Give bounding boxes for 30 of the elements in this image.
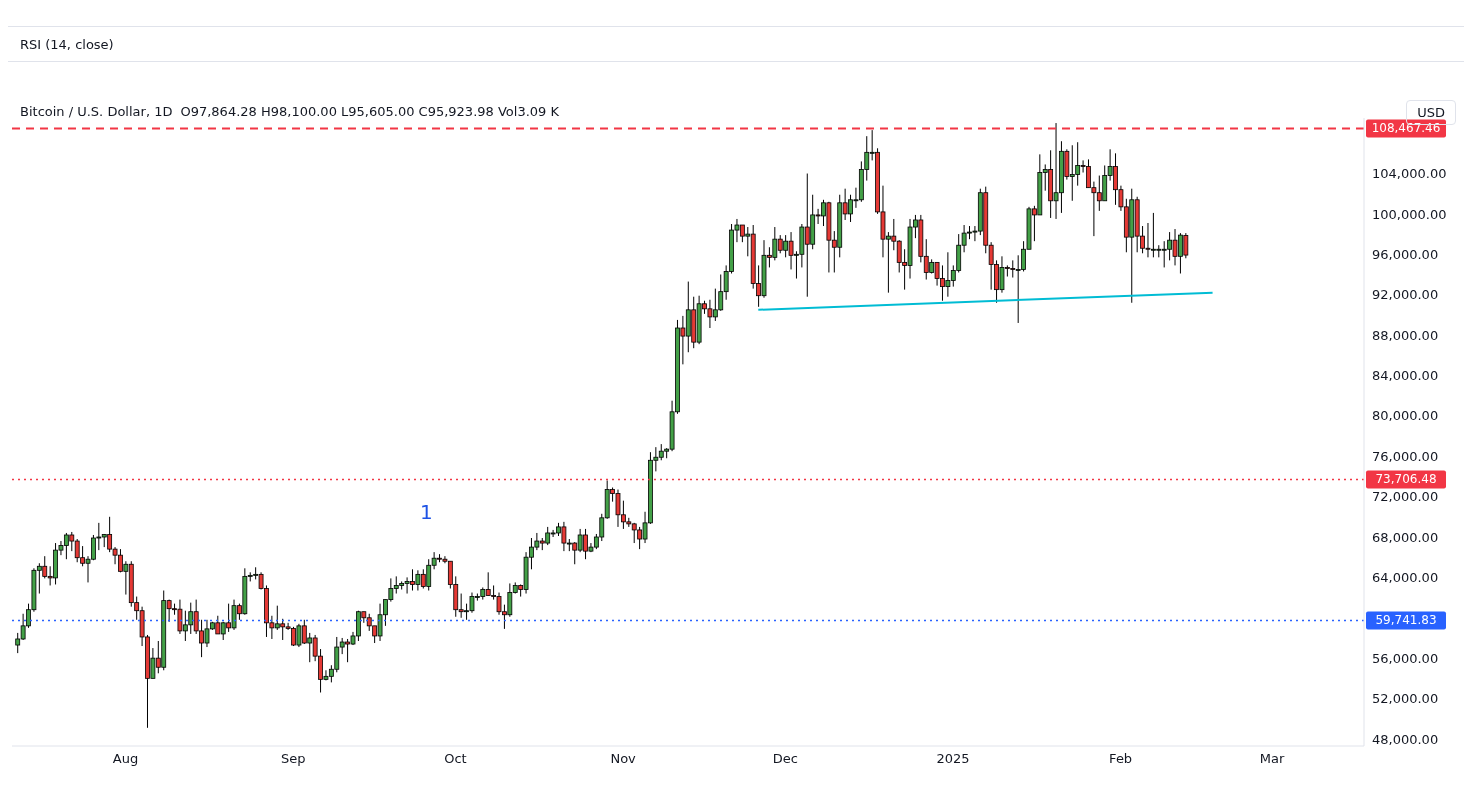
x-tick-label: Oct bbox=[444, 751, 467, 767]
y-tick-label: 52,000.00 bbox=[1372, 691, 1439, 707]
y-tick-label: 80,000.00 bbox=[1372, 408, 1439, 424]
x-tick-label: 2025 bbox=[936, 751, 970, 767]
y-tick-label: 56,000.00 bbox=[1372, 650, 1439, 666]
x-tick-label: Nov bbox=[610, 751, 637, 767]
y-tick-label: 100,000.00 bbox=[1372, 206, 1447, 222]
y-tick-label: 96,000.00 bbox=[1372, 246, 1439, 262]
annotation: O97,864.28 H98,100.00 L95,605.00 C95,923.98 Vol3.09 K bbox=[180, 104, 559, 119]
x-tick-label: Feb bbox=[1109, 751, 1133, 767]
annotation: 1 bbox=[420, 500, 433, 524]
ref-line-label: 108,467.46 bbox=[1371, 121, 1441, 136]
ref-line-label: 59,741.83 bbox=[1375, 613, 1437, 628]
y-tick-label: 88,000.00 bbox=[1372, 327, 1439, 343]
y-tick-label: 68,000.00 bbox=[1372, 529, 1439, 545]
y-tick-label: 84,000.00 bbox=[1372, 368, 1439, 384]
y-tick-label: 72,000.00 bbox=[1372, 489, 1439, 505]
y-tick-label: 64,000.00 bbox=[1372, 570, 1439, 585]
x-tick-label: Sep bbox=[280, 751, 306, 767]
x-tick-label: Aug bbox=[112, 751, 139, 767]
chart-title: Bitcoin / U.S. Dollar, 1D bbox=[20, 104, 173, 119]
y-tick-label: 104,000.00 bbox=[1372, 166, 1447, 182]
ref-line-label: 73,706.48 bbox=[1375, 472, 1437, 487]
text: RSI (14, close) bbox=[8, 26, 1464, 62]
y-tick-label: 92,000.00 bbox=[1372, 287, 1439, 303]
y-tick-label: 48,000.00 bbox=[1372, 731, 1439, 747]
x-tick-label: Dec bbox=[772, 751, 798, 767]
text: USD bbox=[1417, 105, 1445, 120]
y-tick-label: 76,000.00 bbox=[1372, 448, 1439, 464]
x-tick-label: Mar bbox=[1259, 751, 1285, 767]
